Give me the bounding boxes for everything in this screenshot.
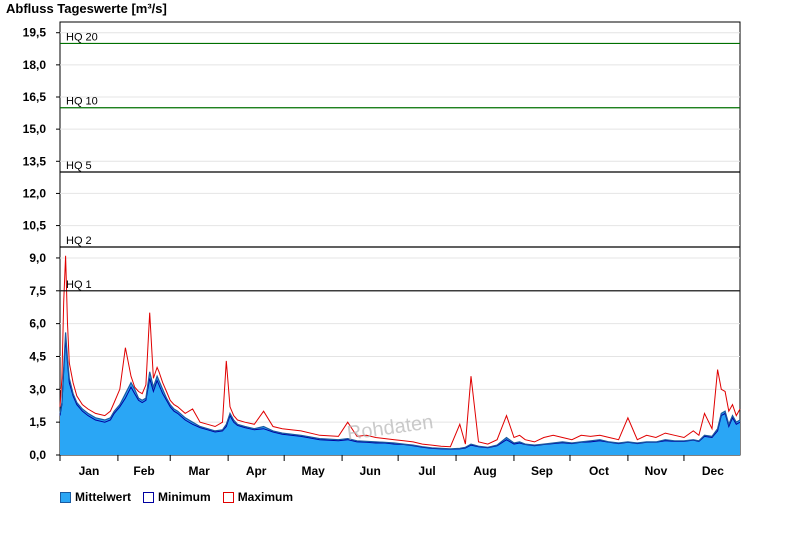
x-tick-label: Aug [473, 464, 496, 478]
y-tick-label: 13,5 [23, 154, 47, 168]
series-layer [59, 255, 741, 455]
grid-layer [59, 21, 741, 456]
chart-title: Abfluss Tageswerte [m³/s] [6, 1, 167, 16]
x-tick-label: Mar [189, 464, 211, 478]
y-tick-label: 3,0 [29, 382, 46, 396]
y-tick-label: 16,5 [23, 90, 47, 104]
x-tick-label: Sep [531, 464, 553, 478]
axis-layer: 0,0 1,5 3,0 4,5 6,0 7,5 9,0 10,5 12,0 13,5 15,0 16,… [23, 26, 725, 478]
threshold-label: HQ 10 [66, 96, 98, 108]
x-tick-label: May [301, 464, 325, 478]
y-tick-label: 18,0 [23, 58, 47, 72]
legend-item: Minimum [143, 490, 211, 504]
legend: Mittelwert Minimum Maximum [60, 490, 293, 504]
x-tick-label: Apr [246, 464, 267, 478]
legend-item: Maximum [222, 490, 294, 504]
x-tick-label: Oct [589, 464, 609, 478]
legend-swatch [222, 491, 234, 503]
threshold-layer: HQ 1 HQ 2 HQ 5 HQ 10 HQ 20 [60, 31, 740, 292]
x-tick-label: Dec [702, 464, 724, 478]
y-tick-label: 6,0 [29, 317, 46, 331]
legend-swatch [143, 491, 155, 503]
legend-label: Minimum [158, 490, 211, 504]
plot-frame [59, 21, 741, 456]
y-tick-label: 10,5 [23, 219, 47, 233]
y-tick-label: 19,5 [23, 26, 47, 40]
legend-label: Mittelwert [75, 490, 132, 504]
y-tick-label: 15,0 [23, 122, 47, 136]
y-tick-label: 9,0 [29, 251, 46, 265]
x-tick-label: Jan [79, 464, 100, 478]
y-tick-label: 12,0 [23, 186, 47, 200]
threshold-label: HQ 2 [66, 235, 92, 247]
y-tick-label: 1,5 [29, 415, 46, 429]
x-tick-label: Feb [133, 464, 154, 478]
y-tick-label: 0,0 [29, 448, 46, 462]
legend-item: Mittelwert [60, 490, 131, 504]
series-mittelwert-area [60, 332, 740, 455]
legend-label: Maximum [237, 490, 294, 504]
threshold-label: HQ 1 [66, 279, 92, 291]
legend-swatch [60, 491, 71, 503]
x-tick-label: Nov [645, 464, 668, 478]
series-maximum-line [59, 255, 741, 448]
series-mittelwert-line [59, 332, 741, 450]
x-tick-label: Jun [359, 464, 380, 478]
y-tick-label: 4,5 [29, 349, 46, 363]
y-tick-label: 7,5 [29, 284, 46, 298]
threshold-label: HQ 5 [66, 160, 92, 172]
x-tick-label: Jul [418, 464, 435, 478]
threshold-label: HQ 20 [66, 31, 98, 43]
